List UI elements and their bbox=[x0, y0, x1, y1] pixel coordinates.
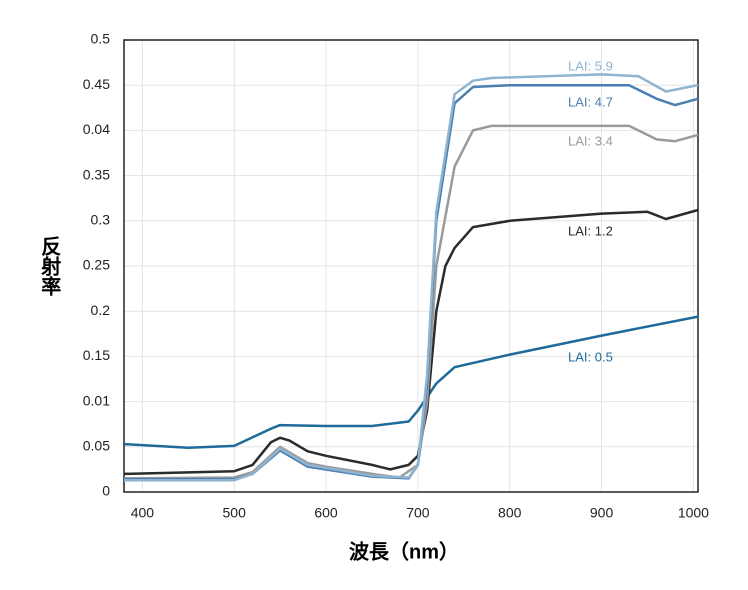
series-layer: LAI: 5.9 LAI: 4.7 LAI: 3.4 LAI: 1.2 LAI: 0.5 bbox=[123, 58, 699, 482]
x-tick-label: 400 bbox=[131, 505, 155, 521]
plot-frame bbox=[123, 39, 699, 493]
y-tick-label: 0.2 bbox=[91, 302, 111, 318]
y-axis-title: 反射率 bbox=[38, 236, 62, 297]
x-tick-label: 1000 bbox=[678, 505, 709, 521]
series-label: LAI: 5.9 bbox=[568, 58, 613, 73]
x-tick-label: 900 bbox=[590, 505, 614, 521]
series-label: LAI: 3.4 bbox=[568, 133, 613, 148]
x-tick-label: 600 bbox=[314, 505, 338, 521]
x-axis-title: 波長（nm） bbox=[349, 540, 459, 563]
series-line bbox=[123, 124, 699, 480]
series-label: LAI: 0.5 bbox=[568, 349, 613, 364]
series-line bbox=[123, 315, 699, 449]
y-tick-label: 0.05 bbox=[83, 438, 110, 454]
series-line bbox=[124, 73, 699, 482]
series-label: LAI: 1.2 bbox=[568, 223, 613, 238]
series-line bbox=[123, 208, 699, 476]
x-tick-label: 700 bbox=[406, 505, 430, 521]
y-tick-label: 0.35 bbox=[83, 166, 110, 182]
y-tick-label: 0.01 bbox=[83, 392, 110, 408]
y-tick-label: 0.15 bbox=[83, 347, 110, 363]
y-tick-label: 0.04 bbox=[83, 121, 110, 137]
y-tick-label: 0 bbox=[102, 483, 110, 499]
series-label: LAI: 4.7 bbox=[568, 94, 613, 109]
x-tick-label: 500 bbox=[223, 505, 247, 521]
y-tick-label: 0.25 bbox=[83, 257, 110, 273]
y-tick-label: 0.45 bbox=[83, 76, 110, 92]
x-tick-label: 800 bbox=[498, 505, 522, 521]
y-tick-label: 0.3 bbox=[91, 212, 111, 228]
y-tick-label: 0.5 bbox=[91, 31, 111, 47]
